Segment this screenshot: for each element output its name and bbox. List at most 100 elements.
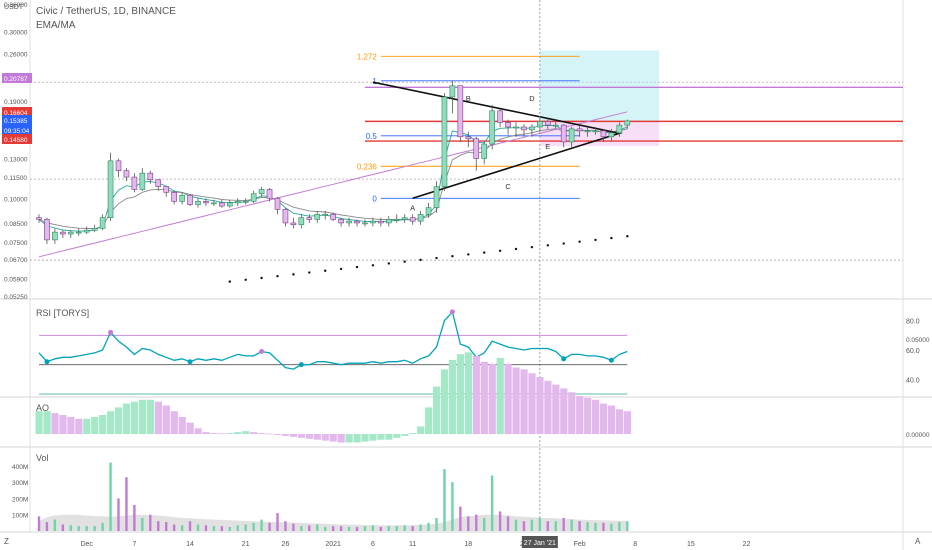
volume-bar [133, 504, 136, 531]
rsi-pane-title[interactable]: RSI [TORYS] [36, 308, 90, 318]
candle-body [298, 217, 305, 226]
volume-y-tick-label: 400M [12, 464, 28, 471]
volume-pane-title[interactable]: Vol [36, 453, 49, 463]
ao-y-tick-label: 0.00000 [906, 432, 930, 439]
ao-bar [504, 363, 512, 434]
symbol-title[interactable]: Civic / TetherUS, 1D, BINANCE [36, 6, 176, 17]
candle-body [60, 231, 66, 235]
ao-bar [337, 434, 345, 443]
candle-body [274, 197, 281, 210]
rsi-y-tick-label: 60.0 [906, 348, 920, 355]
zoom-left-button[interactable]: Z [4, 537, 9, 546]
ao-bar [266, 433, 274, 435]
candle-body [68, 231, 74, 235]
candle-body [83, 229, 90, 233]
date-cursor-box [521, 536, 558, 548]
volume-bar [244, 524, 247, 531]
candle-body [99, 217, 106, 229]
dotted-trend-point [292, 273, 295, 276]
rsi-marker [187, 359, 193, 365]
ao-bar [274, 434, 282, 435]
rsi-y-tick-label: 80.0 [906, 319, 920, 326]
ao-bar [576, 396, 584, 434]
ao-bar [568, 392, 576, 434]
ao-bar [425, 407, 433, 434]
volume-bar [506, 516, 510, 531]
volume-bar [475, 514, 478, 531]
rsi-line [38, 310, 628, 370]
ao-bar [210, 433, 218, 434]
volume-bar [292, 523, 295, 531]
dotted-trend-point [578, 240, 581, 243]
x-tick-label: 7 [132, 541, 136, 548]
ao-bar [297, 434, 306, 438]
ao-bar [35, 411, 43, 434]
candle-body [385, 219, 392, 224]
volume-bar [77, 526, 80, 531]
ao-bar [456, 354, 465, 434]
candle-body [266, 189, 273, 199]
ao-bar [59, 415, 67, 434]
ao-bar [321, 434, 329, 441]
dotted-trend-point [435, 256, 438, 260]
candle-body [139, 172, 146, 190]
ao-bar [99, 415, 107, 434]
ao-bar [528, 373, 536, 434]
ao-bar [385, 434, 393, 440]
volume-bar [554, 521, 557, 531]
indicator-title[interactable]: EMA/MA [36, 20, 76, 31]
volume-bar [602, 522, 605, 531]
pattern-point-label: C [505, 182, 511, 191]
ao-bar [464, 352, 472, 434]
volume-y-tick-label: 100M [12, 513, 28, 520]
volume-bar [276, 513, 279, 531]
ao-bar [480, 361, 488, 434]
dotted-trend-point [530, 245, 534, 249]
ao-pane-title[interactable]: AO [36, 403, 50, 413]
volume-bar [172, 524, 176, 531]
x-tick-label: 18 [464, 541, 472, 548]
candle-body [552, 124, 559, 127]
candle-body [227, 202, 233, 207]
volume-bar [490, 475, 494, 531]
ao-bar [409, 433, 417, 434]
ao-bar [289, 434, 298, 437]
volume-bar [498, 511, 502, 531]
dotted-trend-point [339, 267, 343, 271]
volume-bar [514, 519, 518, 531]
ao-bar [130, 401, 139, 434]
auto-scale-button[interactable]: A [915, 537, 921, 546]
y-tick-label: 0.05250 [4, 294, 28, 301]
candle-body [203, 201, 209, 204]
dotted-trend-point [419, 258, 422, 262]
x-tick-label: 21 [242, 541, 250, 548]
candle-body [433, 186, 440, 208]
candle-body [425, 207, 432, 215]
price-label-box [2, 134, 32, 144]
price-label-text: 0.15385 [4, 118, 28, 125]
volume-y-tick-label: 200M [12, 496, 28, 503]
candle-body [163, 186, 169, 193]
candle-body [258, 189, 265, 195]
candle-body [123, 170, 130, 178]
candle-body [465, 136, 472, 140]
price-label-box [2, 125, 32, 135]
volume-bar [371, 525, 375, 531]
candle-body [187, 194, 193, 205]
y-tick-label: 0.06700 [4, 257, 28, 264]
ao-bar [353, 434, 361, 443]
volume-bar [530, 519, 534, 531]
volume-bar [570, 519, 573, 531]
fib-level-label: 0 [372, 194, 377, 203]
volume-bar [188, 521, 192, 531]
ao-bar [552, 384, 560, 434]
volume-bar [125, 477, 128, 531]
volume-bar [157, 521, 160, 531]
candle-body [131, 176, 138, 190]
candle-body [529, 126, 535, 131]
candle-body [107, 160, 114, 218]
dotted-trend-point [626, 235, 629, 238]
rsi-marker [298, 362, 304, 368]
ao-bar [234, 432, 242, 434]
